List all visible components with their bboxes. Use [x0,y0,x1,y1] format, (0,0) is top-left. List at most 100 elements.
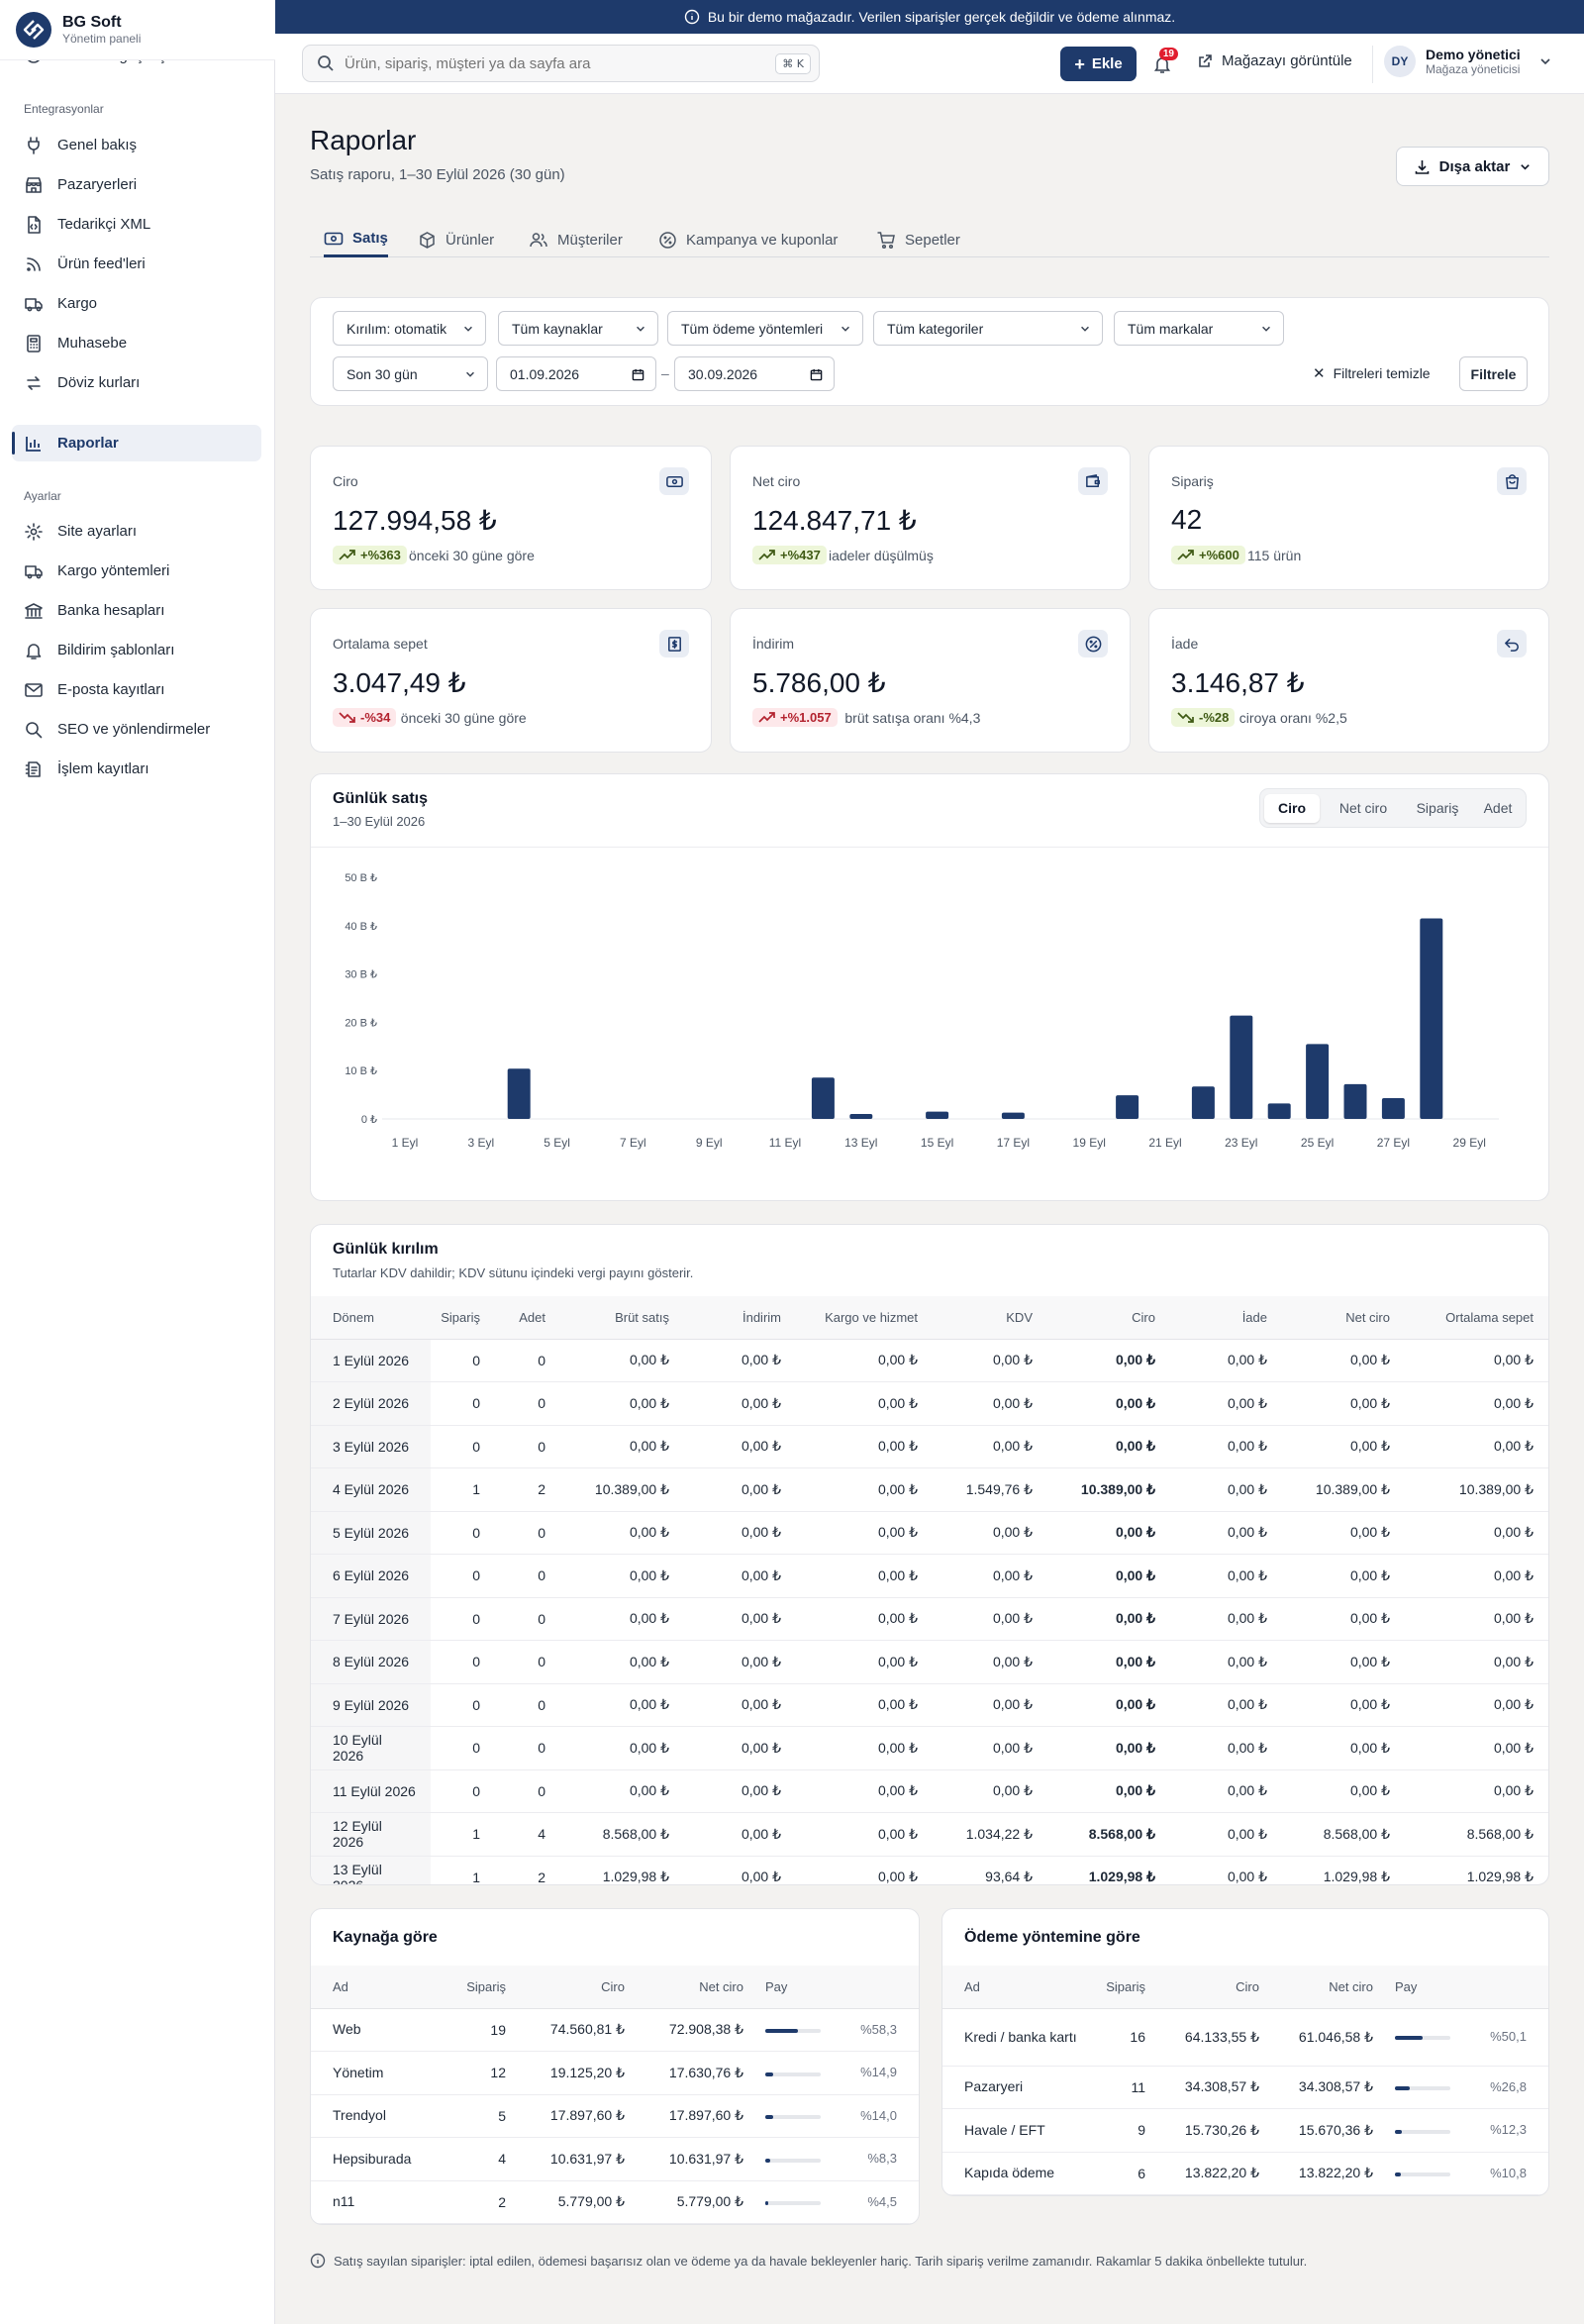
x-tick-label: 29 Eyl [1453,1136,1486,1150]
share-bar [1395,2172,1450,2177]
metric-toggle: Ciro Net ciro Sipariş Adet [1259,788,1527,828]
table-row: 10 Eylül 2026 0 0 0,00 ₺ 0,00 ₺ 0,00 ₺ 0,00 ₺ 0… [311,1726,1548,1770]
chart-title: Günlük satış [333,790,429,807]
bar-12-eyl[interactable] [811,1077,835,1119]
search-box[interactable]: ⌘ K [302,45,820,82]
sidebar-item-reports[interactable]: Raporlar [12,425,261,461]
footer-note: Satış sayılan siparişler: iptal edilen, … [310,2253,1307,2269]
bar-15-eyl[interactable] [926,1111,949,1119]
sidebar-item-muhasebe[interactable]: Muhasebe [12,325,261,361]
table-cell: 0,00 ₺ [796,1511,933,1555]
brand[interactable]: BG Soft Yönetim paneli [0,0,275,60]
notifications-button[interactable]: 19 [1144,48,1180,81]
toggle-revenue[interactable]: Ciro [1264,794,1320,823]
table-cell: 0,00 ₺ [1047,1597,1170,1641]
date-value: 30.09.2026 [688,365,758,382]
sidebar-item-tedarik-i-xml[interactable]: Tedarikçi XML [12,206,261,243]
x-tick-label: 13 Eyl [844,1136,877,1150]
search-input[interactable] [345,54,760,72]
breakdown-select[interactable]: Kırılım: otomatik [333,311,486,346]
plug-icon [24,136,44,155]
add-button[interactable]: + Ekle [1060,47,1137,81]
export-button[interactable]: Dışa aktar [1396,147,1549,186]
sidebar-item-banka-hesaplar[interactable]: Banka hesapları [12,592,261,629]
sidebar-item-seo-ve-y-nlendirmeler[interactable]: SEO ve yönlendirmeler [12,711,261,748]
table-cell: 0,00 ₺ [1282,1683,1405,1727]
view-store-link[interactable]: Mağazayı görüntüle [1197,52,1352,69]
bar-17-eyl[interactable] [1001,1112,1025,1119]
sidebar-item-i-lem-kay-tlar[interactable]: İşlem kayıtları [12,751,261,787]
sidebar-item-site-ayarlar[interactable]: Site ayarları [12,513,261,550]
share-bar-fill [1395,2036,1424,2041]
x-tick-label: 9 Eyl [696,1136,723,1150]
category-select[interactable]: Tüm kategoriler [873,311,1103,346]
kpi-change-badge: +%437 [752,546,827,564]
payment-select[interactable]: Tüm ödeme yöntemleri [667,311,863,346]
period-select[interactable]: Son 30 gün [333,356,488,391]
bar-20-eyl[interactable] [1116,1095,1139,1119]
source-select[interactable]: Tüm kaynaklar [498,311,658,346]
y-tick-label: 20 B ₺ [345,1017,377,1029]
bar-23-eyl[interactable] [1230,1015,1253,1119]
tab-customers[interactable]: Müşteriler [529,222,623,257]
tab-carts[interactable]: Sepetler [876,222,960,257]
cash-icon [659,467,689,495]
table-cell: 0 [431,1640,495,1684]
share-percent: %8,3 [867,2151,897,2167]
sidebar-item-kargo[interactable]: Kargo [12,285,261,322]
table-cell: 0 [495,1511,560,1555]
tab-label: Ürünler [446,231,495,249]
sidebar-item-kargo-y-ntemleri[interactable]: Kargo yöntemleri [12,553,261,589]
shopping-bag-icon [1497,467,1527,495]
toggle-orders[interactable]: Sipariş [1416,800,1459,816]
bar-22-eyl[interactable] [1191,1086,1215,1119]
table-cell: 0,00 ₺ [1282,1339,1405,1382]
table-cell: 0,00 ₺ [1405,1640,1548,1684]
row-name: Yönetim [311,2051,430,2095]
tab-products[interactable]: Ürünler [418,222,494,257]
bar-13-eyl[interactable] [849,1113,873,1119]
date-from-input[interactable]: 01.09.2026 [496,356,656,391]
table-header-row: Dönem Sipariş Adet Brüt satış İndirim Kargo v… [311,1296,1548,1340]
toggle-net-revenue[interactable]: Net ciro [1338,800,1388,816]
sidebar-item-bildirim-ablonlar[interactable]: Bildirim şablonları [12,632,261,668]
daily-sales-chart-card: Günlük satış 1–30 Eylül 2026 Ciro Net ci… [310,773,1549,1201]
toggle-quantity[interactable]: Adet [1483,800,1513,816]
sidebar-item-d-viz-kurlar[interactable]: Döviz kurları [12,364,261,401]
sidebar-item-pazaryerleri[interactable]: Pazaryerleri [12,166,261,203]
brand-select[interactable]: Tüm markalar [1114,311,1284,346]
column-header: Ad [311,1966,430,2009]
kpi-card: Ortalama sepet 3.047,49 ₺ -%34 önceki 30 gü… [310,608,712,753]
row-net-revenue: 34.308,57 ₺ [1259,2066,1373,2109]
apply-filter-button[interactable]: Filtrele [1459,356,1528,391]
table-cell: 8.568,00 ₺ [560,1812,684,1857]
sidebar-item-e-posta-kay-tlar[interactable]: E-posta kayıtları [12,671,261,708]
tab-sales[interactable]: Satış [324,222,388,257]
kpi-card: Sipariş 42 +%600 115 ürün [1148,446,1549,590]
bar-24-eyl[interactable] [1267,1103,1291,1119]
table-cell: 8.568,00 ₺ [1405,1812,1548,1857]
share-bar [1395,2086,1450,2091]
gear-icon [24,522,44,542]
search-icon [24,720,44,740]
column-header: Kargo ve hizmet [796,1296,933,1340]
share-bar [1395,2036,1450,2041]
bar-25-eyl[interactable] [1306,1044,1330,1119]
table-row: Kredi / banka kartı 16 64.133,55 ₺ 61.046,5… [942,2008,1548,2067]
clear-filters-button[interactable]: ✕ Filtreleri temizle [1313,365,1431,381]
bar-26-eyl[interactable] [1343,1083,1367,1119]
tab-campaigns[interactable]: Kampanya ve kuponlar [658,222,838,257]
bar-28-eyl[interactable] [1420,918,1443,1119]
sidebar-item-genel-bak[interactable]: Genel bakış [12,127,261,163]
bank-icon [24,601,44,621]
bar-4-eyl[interactable] [507,1068,531,1119]
share-percent: %12,3 [1490,2122,1527,2138]
table-row: Havale / EFT 9 15.730,26 ₺ 15.670,36 ₺ %12,3 [942,2108,1548,2153]
user-menu[interactable]: DY Demo yönetici Mağaza yöneticisi [1384,46,1552,77]
bar-27-eyl[interactable] [1381,1098,1405,1119]
kpi-change: -%34 [360,710,391,725]
date-to-input[interactable]: 30.09.2026 [674,356,835,391]
kpi-note: 115 ürün [1247,548,1302,563]
kpi-note: önceki 30 güne göre [400,710,527,726]
sidebar-item-r-n-feed-leri[interactable]: Ürün feed'leri [12,246,261,282]
